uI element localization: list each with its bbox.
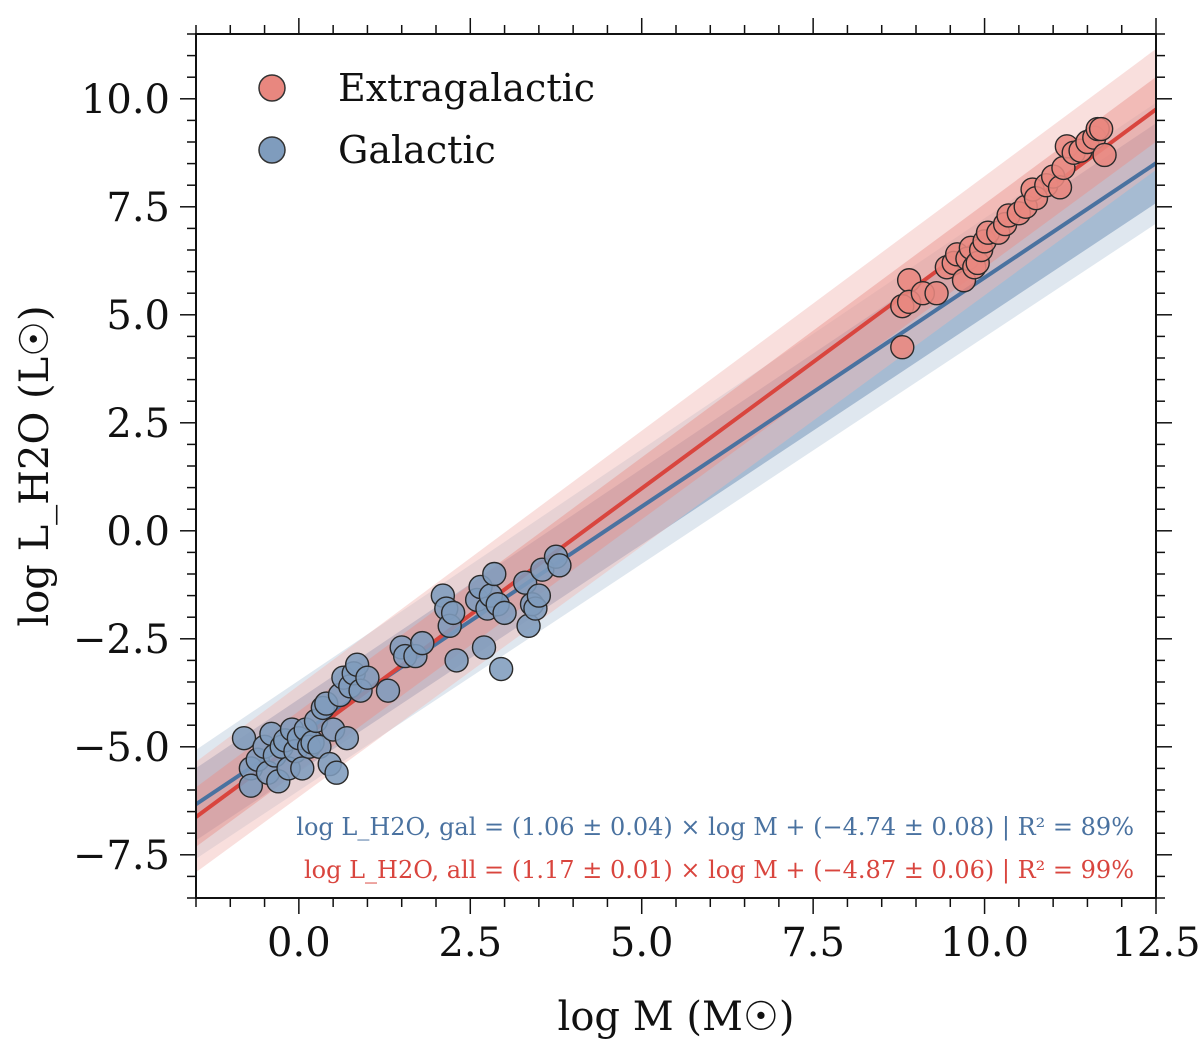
point-galactic <box>375 678 401 703</box>
point-galactic <box>482 561 507 587</box>
x-tick-label: 2.5 <box>438 920 502 966</box>
y-tick-label: −5.0 <box>73 725 170 771</box>
point-extragalactic <box>890 335 915 360</box>
band-all-outer <box>196 48 1156 873</box>
y-tick-label: −2.5 <box>73 617 170 663</box>
point-extragalactic <box>1088 116 1114 142</box>
x-tick-label: 12.5 <box>1111 920 1200 966</box>
confidence-bands <box>196 48 1156 873</box>
legend-label-extragalactic: Extragalactic <box>338 66 595 110</box>
point-galactic <box>410 630 435 656</box>
x-tick-label: 5.0 <box>610 920 674 966</box>
x-axis-title: log M (M☉) <box>558 994 795 1039</box>
y-tick-label: 5.0 <box>106 293 170 339</box>
point-galactic <box>238 773 264 798</box>
point-galactic <box>471 635 497 660</box>
point-galactic <box>492 600 517 626</box>
x-tick-label: 7.5 <box>781 920 845 966</box>
point-galactic <box>444 648 469 673</box>
y-tick-label: 10.0 <box>81 77 170 123</box>
y-tick-label: −7.5 <box>73 833 170 879</box>
point-galactic <box>355 665 380 690</box>
point-galactic <box>488 656 514 682</box>
y-tick-label: 7.5 <box>106 185 170 231</box>
fit-line-gal <box>196 161 1156 806</box>
legend: Extragalactic Galactic <box>258 66 595 172</box>
legend-marker-galactic <box>258 136 286 164</box>
equation-galactic: log L_H2O, gal = (1.06 ± 0.04) × log M +… <box>296 813 1134 842</box>
legend-marker-extragalactic <box>258 74 286 102</box>
point-galactic <box>440 600 466 626</box>
point-galactic <box>290 756 315 781</box>
x-tick-label: 10.0 <box>940 920 1029 966</box>
point-extragalactic <box>924 281 949 306</box>
point-galactic <box>334 725 360 751</box>
y-tick-label: 0.0 <box>106 509 170 555</box>
point-galactic <box>231 725 257 751</box>
equation-all: log L_H2O, all = (1.17 ± 0.01) × log M +… <box>304 856 1134 885</box>
legend-label-galactic: Galactic <box>338 128 496 172</box>
point-galactic <box>526 583 552 608</box>
x-tick-label: 0.0 <box>267 920 331 966</box>
point-galactic <box>547 553 572 578</box>
data-points <box>231 116 1117 798</box>
point-galactic <box>324 760 349 785</box>
y-axis-title: log L_H2O (L☉) <box>12 305 58 626</box>
axis-ticks: 0.0 2.5 5.0 7.5 10.0 12.5 10.0 7.5 5.0 2.5 0.0 −2.5… <box>73 18 1200 966</box>
point-extragalactic <box>1092 142 1117 168</box>
y-tick-label: 2.5 <box>106 401 170 447</box>
